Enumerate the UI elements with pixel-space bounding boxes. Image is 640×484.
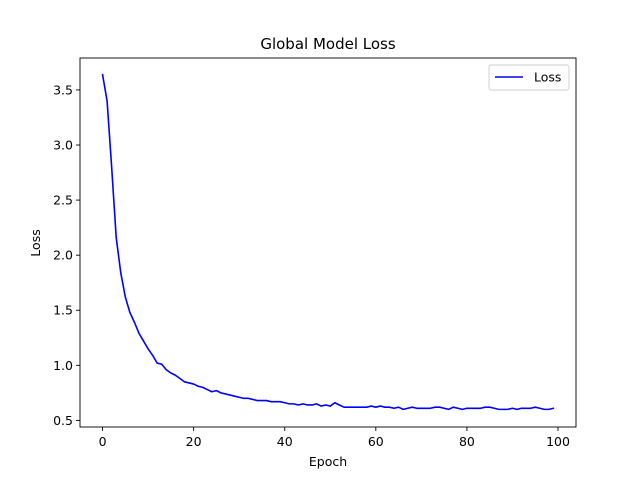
y-tick-label: 1.0 bbox=[53, 358, 73, 373]
legend-box bbox=[488, 64, 570, 91]
x-tick-label: 60 bbox=[368, 434, 384, 449]
x-tick-label: 100 bbox=[546, 434, 570, 449]
y-tick-label: 3.0 bbox=[53, 138, 73, 153]
ticks-layer: 0 20 40 60 80 100 0.5 1.0 1.5 2.0 2.5 3.0 3.5 bbox=[53, 82, 570, 449]
y-tick-label: 2.5 bbox=[53, 193, 73, 208]
legend-label-loss: Loss bbox=[534, 70, 561, 85]
y-tick-label: 1.5 bbox=[53, 303, 73, 318]
series-line-loss bbox=[101, 73, 555, 411]
x-tick-label: 20 bbox=[186, 434, 202, 449]
y-tick-label: 0.5 bbox=[53, 413, 73, 428]
chart-title: Global Model Loss bbox=[260, 35, 396, 53]
x-tick-label: 0 bbox=[99, 434, 107, 449]
y-axis-label: Loss bbox=[28, 229, 43, 256]
legend: Loss bbox=[488, 64, 570, 91]
y-tick-label: 3.5 bbox=[53, 82, 73, 97]
x-tick-label: 80 bbox=[459, 434, 475, 449]
x-axis-label: Epoch bbox=[309, 454, 347, 469]
x-tick-label: 40 bbox=[277, 434, 293, 449]
y-tick-label: 2.0 bbox=[53, 248, 73, 263]
plot-area-frame bbox=[79, 57, 577, 428]
